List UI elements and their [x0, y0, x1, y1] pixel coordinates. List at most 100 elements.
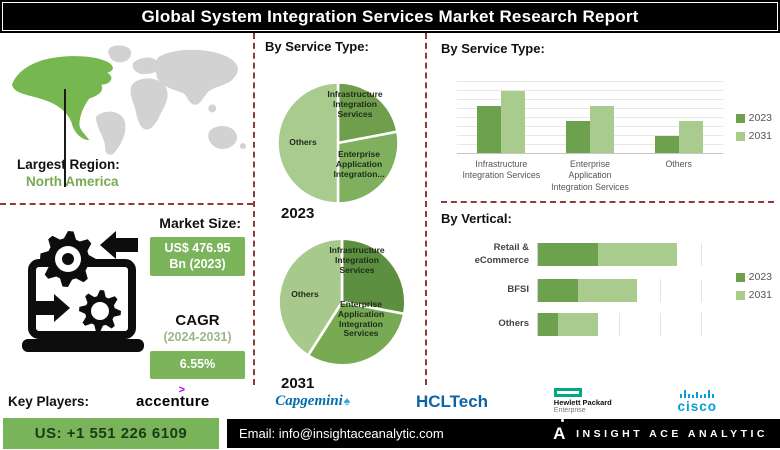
bar-chart-title: By Service Type: — [441, 41, 545, 56]
phone-number: US: +1 551 226 6109 — [3, 418, 219, 449]
legend-label: 2023 — [748, 112, 772, 124]
legend-label: 2031 — [748, 130, 772, 142]
pie-year-label: 2023 — [281, 205, 315, 222]
pie-slice — [336, 81, 399, 145]
arrow-right-icon — [32, 294, 70, 322]
pie-slice — [336, 130, 400, 205]
pie-slice-label-infrastructure: Infrastructure Integration Services — [327, 89, 383, 119]
bar-group — [654, 76, 703, 153]
hbar-row: Others — [441, 312, 780, 336]
cagr-label: CAGR — [175, 312, 220, 330]
pie-svg — [277, 237, 407, 367]
title-banner: Global System Integration Services Marke… — [0, 0, 780, 33]
map-pointer-line — [64, 89, 66, 187]
pie-slice-label-others: Others — [291, 289, 319, 299]
hbar-category-label: BFSI — [507, 283, 529, 295]
bar-2023 — [565, 120, 590, 153]
bar-2031 — [678, 120, 703, 153]
largest-region-value: North America — [26, 174, 119, 189]
bar-2023 — [477, 106, 502, 153]
bar-category-label: Enterprise Application Integration Servi… — [551, 159, 629, 192]
hpe-enterprise-label: Enterprise — [553, 407, 586, 415]
key-players-label: Key Players: — [8, 394, 90, 409]
legend-label: 2023 — [748, 271, 772, 283]
pie-chart-2031: Infrastructure Integration Services Ente… — [265, 224, 429, 394]
market-size-label: Market Size: — [159, 215, 241, 231]
largest-region-label: Largest Region: — [17, 157, 120, 172]
region-north-america — [12, 56, 113, 141]
right-column: By Service Type: Infrastructure Integrat… — [427, 33, 780, 385]
pie-section-title: By Service Type: — [265, 39, 369, 54]
hbar-row: Retail & eCommerce — [441, 242, 780, 268]
logo-hpe: Hewlett Packard Enterprise — [553, 388, 612, 415]
legend-swatch — [735, 113, 745, 123]
arrow-left-icon — [100, 231, 138, 259]
bar-category-labels: Infrastructure Integration Services Enter… — [457, 159, 723, 193]
key-players-logos: > accenture Capgemini♠ HCLTech Hewlett P… — [89, 384, 780, 415]
hbar-chart-block: By Vertical: Retail & eCommerce BFSI Other… — [441, 203, 780, 336]
hbar-legend: 2023 2031 — [735, 271, 772, 301]
pie-slice — [340, 237, 407, 316]
bar-category-label: Others — [665, 159, 692, 169]
key-players-row: Key Players: > accenture Capgemini♠ HCLT… — [0, 384, 780, 418]
pie-svg — [276, 81, 400, 205]
cisco-bars-icon — [678, 389, 718, 398]
pie-column: By Service Type: Infrastructure Integrat… — [253, 33, 429, 392]
brand-lockup: A INSIGHT ACE ANALYTIC — [553, 418, 768, 444]
logo-hcltech: HCLTech — [416, 392, 488, 412]
pie-year-label: 2031 — [281, 375, 315, 392]
bar-plot-area — [457, 76, 723, 154]
capgemini-wordmark: Capgemini — [275, 393, 343, 409]
cisco-wordmark: cisco — [677, 399, 718, 414]
map-panel: Largest Region: North America — [0, 33, 253, 205]
pie-slice — [277, 237, 344, 358]
page-title: Global System Integration Services Marke… — [141, 6, 639, 26]
email-address: Email: info@insightaceanalytic.com — [239, 426, 444, 441]
market-size-badge: US$ 476.95 Bn (2023) — [150, 237, 245, 277]
logo-capgemini: Capgemini♠ — [275, 393, 350, 410]
hbar-segment-2031 — [577, 278, 638, 302]
bar-group — [477, 76, 526, 153]
legend-item: 2023 — [735, 112, 772, 124]
bar-2031 — [501, 90, 526, 153]
market-panel: Market Size: US$ 476.95 Bn (2023) CAGR (… — [0, 205, 253, 385]
accenture-wordmark: accenture — [135, 393, 210, 410]
pie-chart-2023: Infrastructure Integration Services Ente… — [265, 54, 429, 224]
bar-category-label: Infrastructure Integration Services — [462, 159, 541, 181]
hbar-chart-vertical: Retail & eCommerce BFSI Others — [441, 242, 780, 336]
hbar-category-label: Others — [498, 317, 529, 329]
legend-label: 2031 — [748, 289, 772, 301]
accenture-chevron-icon: > — [178, 384, 186, 396]
hbar-segment-2023 — [538, 312, 558, 336]
hbar-segment-2031 — [597, 243, 678, 267]
pie-slice-label-others: Others — [289, 137, 317, 147]
insight-ace-logo-icon: A — [553, 418, 566, 443]
cagr-period: (2024-2031) — [163, 330, 232, 345]
pie-slice-label-enterprise: Enterprise Application Integration... — [333, 149, 385, 179]
hbar-segment-2023 — [538, 278, 578, 302]
hbar-row: BFSI — [441, 278, 780, 302]
legend-swatch — [735, 272, 745, 282]
world-map — [12, 45, 246, 155]
footer-bar: US: +1 551 226 6109 Email: info@insighta… — [0, 418, 780, 450]
hbar-chart-title: By Vertical: — [441, 211, 512, 226]
logo-accenture: > accenture — [135, 384, 210, 410]
legend-swatch — [735, 290, 745, 300]
market-figures: Market Size: US$ 476.95 Bn (2023) CAGR (… — [150, 215, 245, 379]
hbar-segment-2031 — [557, 312, 598, 336]
pie-slice — [276, 81, 340, 205]
laptop-gears-icon — [22, 231, 144, 352]
legend-swatch — [735, 131, 745, 141]
pie-slice-label-enterprise: Enterprise Application Integration Servi… — [337, 299, 385, 339]
hpe-wordmark: Hewlett Packard — [553, 398, 612, 408]
email-bar: Email: info@insightaceanalytic.com A INS… — [227, 418, 780, 448]
cagr-value-badge: 6.55% — [150, 351, 245, 379]
hbar-category-label: Retail & eCommerce — [474, 242, 529, 266]
hbar-track — [537, 278, 709, 302]
bar-chart-service-type: Infrastructure Integration Services Enter… — [441, 60, 774, 192]
legend-item: 2031 — [735, 130, 772, 142]
bar-group — [565, 76, 614, 153]
pie-slice-label-infrastructure: Infrastructure Integration Services — [329, 245, 385, 275]
left-column: Largest Region: North America Market Siz… — [0, 33, 253, 385]
